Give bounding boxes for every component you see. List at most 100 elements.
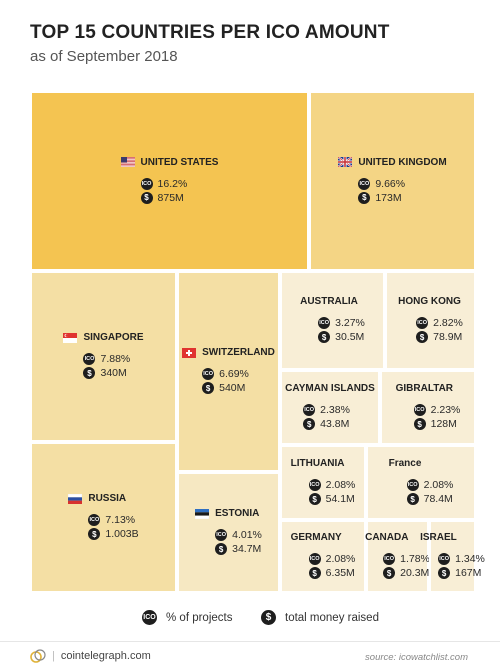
pct-projects-row: ICO 2.38% <box>303 404 350 416</box>
uk-flag-icon <box>338 157 353 167</box>
money-raised-row: $128M <box>413 418 461 430</box>
footer-brand[interactable]: | cointelegraph.com <box>30 648 151 664</box>
treemap-cell-singapore: SINGAPORE ICO 7.88% $340M <box>30 271 177 442</box>
ico-badge-icon: ICO <box>383 553 396 565</box>
dollar-badge-icon: $ <box>215 543 228 555</box>
legend-ico-label: % of projects <box>166 611 233 624</box>
ico-badge-icon: ICO <box>303 404 316 416</box>
pct-projects-value: 4.01% <box>232 529 262 541</box>
pct-projects-value: 2.08% <box>423 479 454 491</box>
dollar-badge-icon: $ <box>318 331 331 343</box>
money-raised-row: $30.5M <box>318 331 365 343</box>
dollar-badge-icon: $ <box>308 567 321 579</box>
ico-badge-icon: ICO <box>318 317 331 329</box>
pct-projects-value: 16.2% <box>157 177 188 190</box>
pct-projects-row: ICO 7.13% <box>88 514 138 526</box>
country-label: France <box>388 458 422 469</box>
pct-projects-row: ICO 9.66% <box>358 177 405 190</box>
ico-badge-icon: ICO <box>438 553 451 565</box>
money-raised-row: $78.4M <box>406 493 454 505</box>
chart-subtitle: as of September 2018 <box>30 48 178 65</box>
pct-projects-value: 2.08% <box>325 479 356 491</box>
country-label: LITHUANIA <box>290 458 345 469</box>
pct-projects-row: ICO 2.23% <box>413 404 461 416</box>
singapore-flag-icon <box>63 332 78 343</box>
dollar-badge-icon: $ <box>303 418 316 430</box>
treemap-cell-united-kingdom: UNITED KINGDOM ICO 9.66% $173M <box>309 91 476 271</box>
pct-projects-row: ICO 4.01% <box>215 529 262 541</box>
ico-badge-icon: ICO <box>83 353 96 365</box>
money-raised-value: 875M <box>157 191 184 204</box>
treemap-cell-hong-kong: HONG KONG ICO 2.82% $78.9M <box>385 271 476 370</box>
dollar-badge-icon: $ <box>140 191 153 204</box>
dollar-badge-icon: $ <box>416 331 429 343</box>
money-raised-row: $34.7M <box>215 543 262 555</box>
dollar-badge-icon: $ <box>308 493 321 505</box>
legend-money-label: total money raised <box>285 611 379 624</box>
switzerland-flag-icon <box>182 347 197 358</box>
ico-badge-icon: ICO <box>358 177 371 190</box>
country-label: GERMANY <box>290 532 342 543</box>
money-raised-row: $540M <box>202 382 249 394</box>
treemap-cell-germany: GERMANY ICO 2.08% $6.35M <box>280 520 366 593</box>
treemap-cell-gibraltar: GIBRALTAR ICO 2.23% $128M <box>380 370 476 445</box>
money-raised-value: 34.7M <box>232 543 262 555</box>
country-label: CANADA <box>365 532 409 543</box>
treemap-cell-switzerland: SWITZERLAND ICO 6.69% $540M <box>177 271 280 472</box>
legend-ico: ICO % of projects <box>142 610 232 625</box>
dollar-badge-icon: $ <box>83 367 96 379</box>
footer-source: source: icowatchlist.com <box>365 652 468 663</box>
pct-projects-row: ICO 1.34% <box>438 553 485 565</box>
ico-badge-icon: ICO <box>416 317 429 329</box>
pct-projects-value: 2.23% <box>430 404 461 416</box>
pct-projects-value: 7.13% <box>105 514 136 526</box>
country-label: CAYMAN ISLANDS <box>285 383 375 394</box>
dollar-badge-icon: $ <box>88 528 101 540</box>
ico-badge-icon: ICO <box>88 514 101 526</box>
pct-projects-row: ICO 16.2% <box>140 177 188 190</box>
treemap-cell-canada: CANADA ICO 1.78% $20.3M <box>365 520 430 593</box>
money-raised-value: 167M <box>455 567 482 579</box>
money-raised-row: $6.35M <box>308 567 356 579</box>
pct-projects-row: ICO 7.88% <box>83 353 130 365</box>
money-raised-row: $167M <box>438 567 485 579</box>
ico-badge-icon: ICO <box>308 553 321 565</box>
russia-flag-icon <box>68 493 83 504</box>
ico-badge-icon: ICO <box>142 610 157 625</box>
footer-site[interactable]: cointelegraph.com <box>60 650 151 662</box>
money-raised-value: 78.4M <box>423 493 453 505</box>
dollar-badge-icon: $ <box>413 418 426 430</box>
money-raised-value: 128M <box>430 418 457 430</box>
money-raised-row: $54.1M <box>308 493 356 505</box>
pct-projects-value: 3.27% <box>335 317 365 329</box>
money-raised-value: 20.3M <box>400 567 430 579</box>
dollar-badge-icon: $ <box>202 382 215 394</box>
country-label: ISRAEL <box>420 532 457 543</box>
pct-projects-value: 7.88% <box>100 353 131 365</box>
money-raised-row: $43.8M <box>303 418 350 430</box>
money-raised-row: $78.9M <box>416 331 463 343</box>
pct-projects-row: ICO 2.82% <box>416 317 463 329</box>
ico-badge-icon: ICO <box>140 177 153 190</box>
ico-badge-icon: ICO <box>406 479 419 491</box>
money-raised-value: 1.003B <box>105 528 139 540</box>
dollar-badge-icon: $ <box>438 567 451 579</box>
money-raised-row: $173M <box>358 191 405 204</box>
country-label: SINGAPORE <box>83 332 144 343</box>
country-label: UNITED STATES <box>140 156 219 168</box>
country-label: SWITZERLAND <box>202 347 275 358</box>
money-raised-value: 54.1M <box>325 493 355 505</box>
ico-badge-icon: ICO <box>308 479 321 491</box>
money-raised-value: 30.5M <box>335 331 365 343</box>
cointelegraph-logo-icon <box>30 649 46 663</box>
country-label: UNITED KINGDOM <box>358 156 447 168</box>
treemap-cell-united-states: UNITED STATES ICO 16.2% $875M <box>30 91 309 271</box>
pct-projects-row: ICO 2.08% <box>308 553 355 565</box>
treemap-cell-cayman-islands: CAYMAN ISLANDS ICO 2.38% $43.8M <box>280 370 380 445</box>
money-raised-value: 6.35M <box>325 567 355 579</box>
footer-divider <box>0 641 500 642</box>
dollar-badge-icon: $ <box>358 191 371 204</box>
chart-title: TOP 15 COUNTRIES PER ICO AMOUNT <box>30 22 390 43</box>
country-label: AUSTRALIA <box>300 296 358 307</box>
